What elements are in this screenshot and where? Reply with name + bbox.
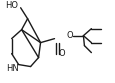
Text: HN: HN [6,64,18,73]
Text: O: O [58,49,64,58]
Text: HO: HO [5,1,17,10]
Text: O: O [66,31,72,40]
